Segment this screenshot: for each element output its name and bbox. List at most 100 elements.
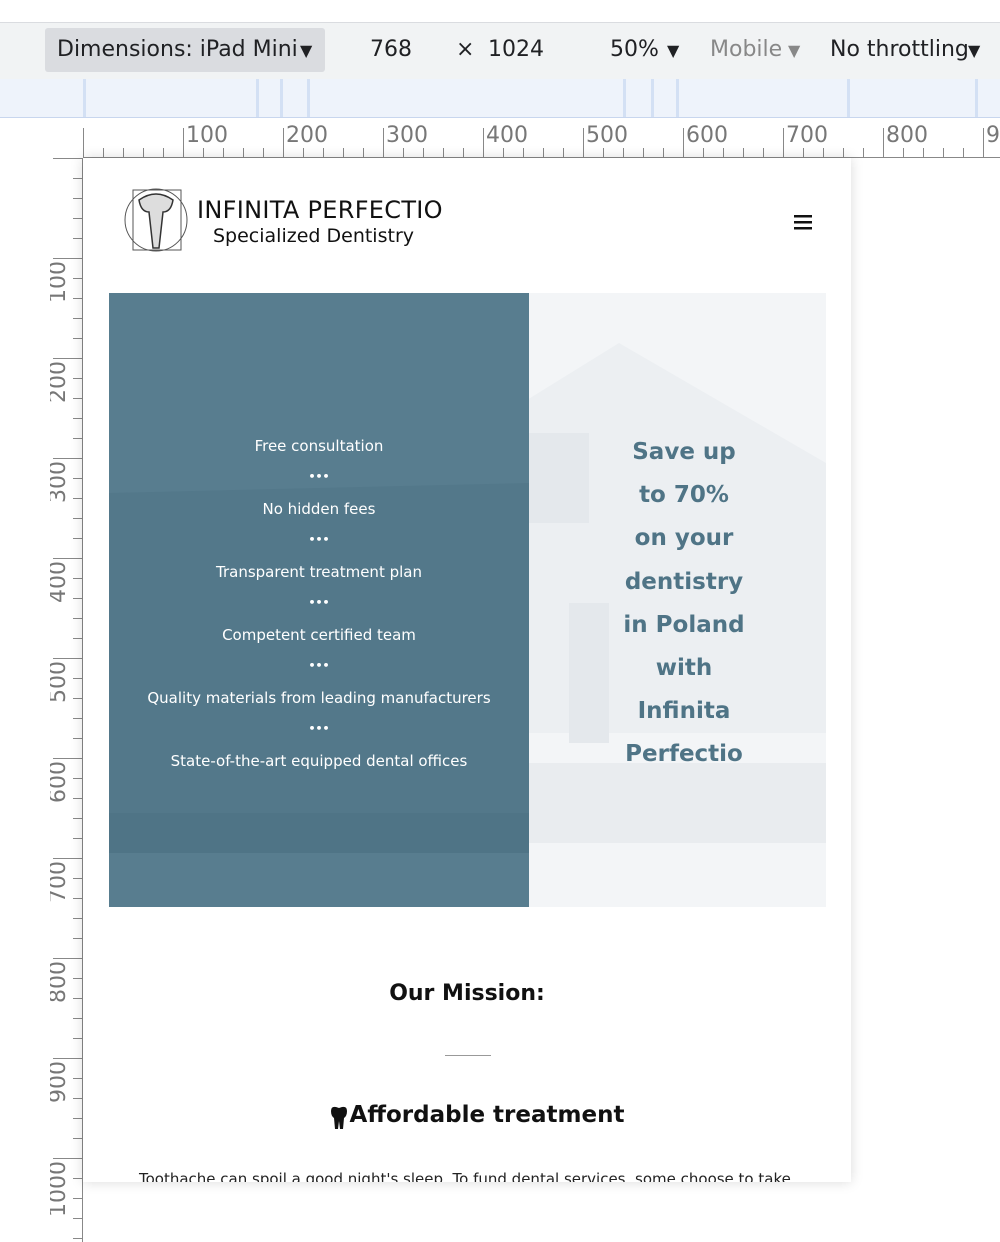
- ruler-tick: [73, 578, 83, 579]
- ruler-tick: [943, 148, 944, 158]
- left-ruler: 10020030040050060070080090010001100: [50, 158, 83, 1242]
- ruler-tick: [123, 148, 124, 158]
- ruler-tick: [73, 518, 83, 519]
- dimensions-button[interactable]: [45, 28, 325, 72]
- ruler-tick: [703, 148, 704, 158]
- ruler-tick: [73, 478, 83, 479]
- ruler-label: 1000: [50, 1161, 71, 1217]
- ruler-tick: [263, 148, 264, 158]
- ruler-tick: [73, 1238, 83, 1239]
- ruler-tick: [83, 128, 84, 158]
- headline-line: Save up: [632, 439, 736, 465]
- ruler-tick: [823, 148, 824, 158]
- ruler-tick: [903, 148, 904, 158]
- ruler-tick: [443, 148, 444, 158]
- menu-icon[interactable]: [794, 214, 812, 230]
- ruler-tick: [53, 758, 83, 759]
- ruler-tick: [73, 1038, 83, 1039]
- ruler-tick: [423, 148, 424, 158]
- ruler-tick: [343, 148, 344, 158]
- ruler-tick: [73, 898, 83, 899]
- separator: •••: [308, 470, 330, 483]
- ruler-tick: [683, 128, 684, 158]
- ruler-tick: [983, 128, 984, 158]
- ruler-tick: [583, 128, 584, 158]
- height-input[interactable]: 1024: [488, 37, 544, 62]
- ruler-tick: [403, 148, 404, 158]
- ruler-tick: [53, 358, 83, 359]
- ruler-tick: [73, 818, 83, 819]
- ruler-tick: [73, 938, 83, 939]
- ruler-tick: [73, 1118, 83, 1119]
- ruler-tick: [73, 1218, 83, 1219]
- ruler-label: 200: [286, 125, 328, 148]
- ruler-tick: [103, 148, 104, 158]
- section-text: Toothache can spoil a good night's sleep…: [139, 1170, 791, 1182]
- feature: Quality materials from leading manufactu…: [147, 689, 491, 707]
- ruler-tick: [963, 148, 964, 158]
- ruler-tick: [163, 148, 164, 158]
- ruler-label: 100: [50, 261, 71, 303]
- brand[interactable]: INFINITA PERFECTIO: [197, 196, 443, 224]
- ruler-tick: [883, 128, 884, 158]
- ruler-tick: [73, 718, 83, 719]
- ruler-tick: [53, 158, 83, 159]
- ruler-tick: [73, 1198, 83, 1199]
- features-panel: Free consultation ••• No hidden fees ••• Tra…: [109, 293, 529, 907]
- ruler-tick: [73, 838, 83, 839]
- device[interactable]: Mobile: [710, 37, 783, 62]
- ruler-tick: [73, 878, 83, 879]
- hero: Free consultation ••• No hidden fees ••• Tra…: [109, 293, 826, 907]
- separator: •••: [308, 596, 330, 609]
- ruler-tick: [463, 148, 464, 158]
- feature: Competent certified team: [222, 626, 416, 644]
- ruler-tick: [53, 958, 83, 959]
- ruler-tick: [183, 128, 184, 158]
- ruler-label: 400: [486, 125, 528, 148]
- ruler-tick: [243, 148, 244, 158]
- ruler-tick: [53, 658, 83, 659]
- separator: •••: [308, 659, 330, 672]
- throttling[interactable]: No throttling: [830, 37, 969, 62]
- ruler-tick: [73, 178, 83, 179]
- feature: Transparent treatment plan: [216, 563, 422, 581]
- ruler-tick: [503, 148, 504, 158]
- ruler-tick: [73, 678, 83, 679]
- ruler-label: 300: [50, 461, 71, 503]
- times: ×: [456, 37, 475, 62]
- dimensions[interactable]: Dimensions: iPad Mini: [57, 37, 298, 62]
- ruler-tick: [73, 378, 83, 379]
- ruler-tick: [53, 1058, 83, 1059]
- ruler-tick: [843, 148, 844, 158]
- ruler-label: 800: [50, 961, 71, 1003]
- ruler-tick: [603, 148, 604, 158]
- mission-title: Our Mission:: [389, 981, 545, 1006]
- ruler-tick: [73, 918, 83, 919]
- ruler-label: 200: [50, 361, 71, 403]
- ruler-tick: [483, 128, 484, 158]
- ruler-tick: [73, 538, 83, 539]
- ruler-tick: [73, 638, 83, 639]
- ruler-label: 800: [886, 125, 928, 148]
- ruler-tick: [143, 148, 144, 158]
- ruler-tick: [73, 778, 83, 779]
- separator: •••: [308, 533, 330, 546]
- ruler-tick: [53, 858, 83, 859]
- ruler-label: 900: [50, 1061, 71, 1103]
- ruler-tick: [73, 1138, 83, 1139]
- width-input[interactable]: 768: [370, 37, 412, 62]
- ruler-tick: [53, 558, 83, 559]
- ruler-label: 500: [586, 125, 628, 148]
- zoom[interactable]: 50%: [610, 37, 659, 62]
- tagline: Specialized Dentistry: [213, 225, 414, 247]
- ruler-tick: [383, 128, 384, 158]
- headline-line: Perfectio: [625, 741, 743, 768]
- panel-texture: [109, 483, 529, 853]
- ruler-tick: [723, 148, 724, 158]
- ruler-tick: [73, 738, 83, 739]
- headline-line: in Poland: [623, 611, 745, 638]
- ruler-line: [82, 158, 83, 1242]
- caret: ▼: [667, 41, 680, 60]
- ruler-label: 700: [786, 125, 828, 148]
